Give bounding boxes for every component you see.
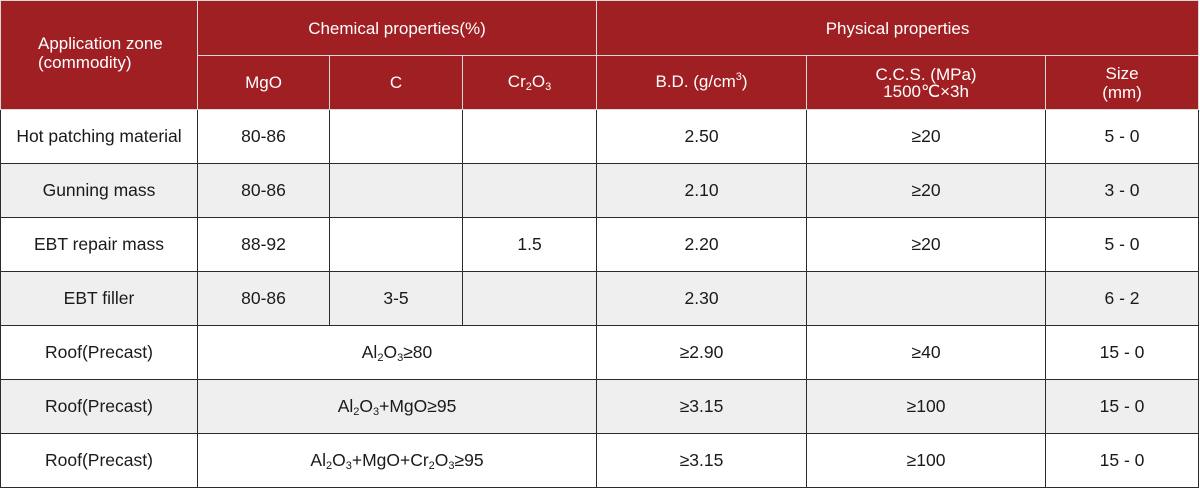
cell-size: 15 - 0 xyxy=(1045,325,1200,380)
cell-size: 15 - 0 xyxy=(1045,379,1200,434)
table-row: Gunning mass 80-86 2.10 ≥20 3 - 0 xyxy=(0,163,1200,218)
cell-application: Roof(Precast) xyxy=(0,325,198,380)
cell-application: EBT filler xyxy=(0,271,198,326)
spec-table-container: Application zone (commodity) Chemical pr… xyxy=(0,0,1200,488)
cell-chemical-composition: Al2O3≥80 xyxy=(196,325,598,380)
cell-size: 5 - 0 xyxy=(1045,109,1200,164)
header-size: Size (mm) xyxy=(1045,55,1200,110)
cell-application: Gunning mass xyxy=(0,163,198,218)
cell-c xyxy=(329,163,463,218)
header-size-line2: (mm) xyxy=(1102,82,1142,102)
cell-cr2o3 xyxy=(461,163,598,218)
table-row: EBT filler 80-86 3-5 2.30 6 - 2 xyxy=(0,271,1200,326)
table-row: Roof(Precast) Al2O3+MgO+Cr2O3≥95 ≥3.15 ≥… xyxy=(0,433,1200,488)
header-physical-properties: Physical properties xyxy=(596,0,1200,56)
cell-bulk-density: ≥3.15 xyxy=(596,379,808,434)
cell-ccs: ≥100 xyxy=(806,433,1047,488)
header-ccs-line2: 1500℃×3h xyxy=(883,81,969,101)
cell-application: Roof(Precast) xyxy=(0,433,198,488)
header-application-zone-line2: (commodity) xyxy=(38,53,132,72)
table-row: Roof(Precast) Al2O3≥80 ≥2.90 ≥40 15 - 0 xyxy=(0,325,1200,380)
header-row-top: Application zone (commodity) Chemical pr… xyxy=(0,0,1200,110)
cell-c xyxy=(329,109,463,164)
cell-size: 6 - 2 xyxy=(1045,271,1200,326)
cell-bulk-density: 2.10 xyxy=(596,163,808,218)
cell-application: EBT repair mass xyxy=(0,217,198,272)
cell-bulk-density: ≥3.15 xyxy=(596,433,808,488)
cell-chemical-composition: Al2O3+MgO≥95 xyxy=(196,379,598,434)
cell-bulk-density: 2.30 xyxy=(596,271,808,326)
cell-ccs: ≥100 xyxy=(806,379,1047,434)
refractory-spec-table: Application zone (commodity) Chemical pr… xyxy=(0,0,1200,488)
cell-c xyxy=(329,217,463,272)
header-chemical-properties: Chemical properties(%) xyxy=(196,0,598,56)
cell-cr2o3: 1.5 xyxy=(461,217,598,272)
table-row: EBT repair mass 88-92 1.5 2.20 ≥20 5 - 0 xyxy=(0,217,1200,272)
header-application-zone: Application zone (commodity) xyxy=(0,0,198,110)
header-size-line1: Size xyxy=(1105,63,1139,83)
header-c: C xyxy=(329,55,463,110)
cell-ccs xyxy=(806,271,1047,326)
cell-mgo: 80-86 xyxy=(197,163,330,218)
cell-ccs: ≥20 xyxy=(806,217,1047,272)
cell-ccs: ≥40 xyxy=(806,325,1047,380)
cell-size: 15 - 0 xyxy=(1045,433,1200,488)
table-row: Roof(Precast) Al2O3+MgO≥95 ≥3.15 ≥100 15… xyxy=(0,379,1200,434)
cell-c: 3-5 xyxy=(329,271,463,326)
cell-bulk-density: 2.20 xyxy=(596,217,808,272)
cell-cr2o3 xyxy=(461,271,598,326)
cell-application: Hot patching material xyxy=(0,109,198,164)
header-ccs: C.C.S. (MPa) 1500℃×3h xyxy=(806,55,1047,110)
cell-ccs: ≥20 xyxy=(806,109,1047,164)
header-ccs-line1: C.C.S. (MPa) xyxy=(875,64,977,84)
cell-mgo: 80-86 xyxy=(197,271,330,326)
cell-chemical-composition: Al2O3+MgO+Cr2O3≥95 xyxy=(196,433,598,488)
cell-cr2o3 xyxy=(461,109,598,164)
cell-ccs: ≥20 xyxy=(806,163,1047,218)
table-row: Hot patching material 80-86 2.50 ≥20 5 -… xyxy=(0,109,1200,164)
header-application-zone-line1: Application zone xyxy=(38,34,163,53)
header-bulk-density: B.D. (g/cm3) xyxy=(596,55,808,110)
cell-bulk-density: ≥2.90 xyxy=(596,325,808,380)
header-cr2o3: Cr2O3 xyxy=(461,55,598,110)
cell-bulk-density: 2.50 xyxy=(596,109,808,164)
cell-application: Roof(Precast) xyxy=(0,379,198,434)
header-row-bottom: MgO C Cr2O3 B.D. (g/cm3) C.C.S. (MPa) 15… xyxy=(1,55,1200,110)
cell-mgo: 80-86 xyxy=(197,109,330,164)
cell-size: 5 - 0 xyxy=(1045,217,1200,272)
header-mgo: MgO xyxy=(197,55,330,110)
cell-size: 3 - 0 xyxy=(1045,163,1200,218)
cell-mgo: 88-92 xyxy=(197,217,330,272)
